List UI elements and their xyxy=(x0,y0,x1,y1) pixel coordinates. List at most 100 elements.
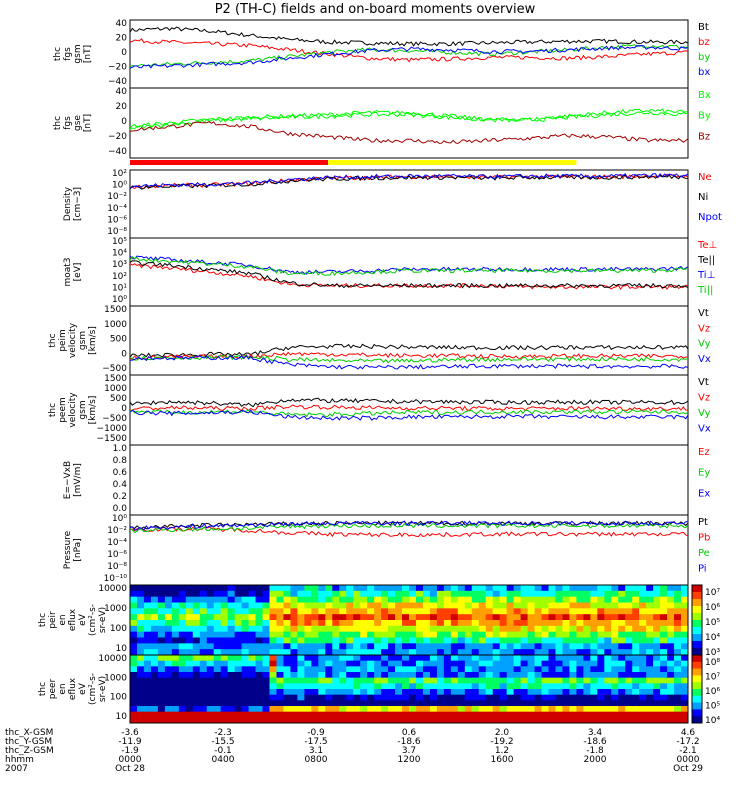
spectrogram-cell xyxy=(290,643,298,650)
spectrogram-cell xyxy=(583,717,591,724)
spectrogram-cell xyxy=(269,711,277,718)
spectrogram-cell xyxy=(478,694,487,701)
spectrogram-cell xyxy=(185,677,194,684)
spectrogram-cell xyxy=(374,706,382,713)
spectrogram-cell xyxy=(171,649,180,656)
spectrogram-cell xyxy=(513,689,522,696)
spectrogram-cell xyxy=(136,706,145,713)
spectrogram-cell xyxy=(548,689,556,696)
spectrogram-cell xyxy=(269,614,277,621)
spectrogram-cell xyxy=(227,649,236,656)
spectrogram-cell xyxy=(674,643,682,650)
spectrogram-cell xyxy=(527,649,536,656)
series-line-1 xyxy=(129,111,689,131)
spectrogram-cell xyxy=(562,717,570,724)
y-axis-label: Density [cm−3] xyxy=(63,186,83,221)
spectrogram-cell xyxy=(241,655,250,662)
spectrogram-cell xyxy=(618,672,626,679)
spectrogram-cell xyxy=(388,683,396,690)
spectrogram-cell xyxy=(332,649,340,656)
spectrogram-cell xyxy=(604,637,612,644)
series-line-1 xyxy=(129,526,689,538)
ephemeris-value: Oct 28 xyxy=(115,764,145,774)
colorbar-segment xyxy=(692,602,702,607)
spectrogram-cell xyxy=(611,689,619,696)
spectrogram-cell xyxy=(150,706,159,713)
spectrogram-cell xyxy=(681,683,689,690)
spectrogram-cell xyxy=(220,614,229,621)
spectrogram-cell xyxy=(255,706,264,713)
spectrogram-cell xyxy=(150,649,159,656)
spectrogram-cell xyxy=(374,637,382,644)
spectrogram-cell xyxy=(527,585,536,592)
spectrogram-cell xyxy=(590,711,598,718)
spectrogram-cell xyxy=(395,590,403,598)
spectrogram-cell xyxy=(192,643,201,650)
spectrogram-cell xyxy=(178,706,187,713)
series-line-2 xyxy=(129,172,689,189)
spectrogram-cell xyxy=(227,717,236,724)
spectrogram-cell xyxy=(381,655,389,662)
colorbar-segment xyxy=(692,665,702,670)
spectrogram-cell xyxy=(667,643,675,650)
spectrogram-cell xyxy=(130,585,138,592)
spectrogram-cell xyxy=(402,649,410,656)
spectrogram-cell xyxy=(353,700,361,707)
spectrogram-cell xyxy=(130,655,138,662)
spectrogram-cell xyxy=(206,660,215,667)
spectrogram-cell xyxy=(311,655,319,662)
legend-Vy: Vy xyxy=(698,339,711,350)
spectrogram-cell xyxy=(150,614,159,621)
spectrogram-cell xyxy=(262,620,270,627)
spectrogram-cell xyxy=(534,677,543,684)
spectrogram-cell xyxy=(130,683,138,690)
spectrogram-cell xyxy=(625,700,633,707)
spectrogram-cell xyxy=(660,717,668,724)
spectrogram-cell xyxy=(381,596,389,603)
spectrogram-cell xyxy=(136,590,145,598)
spectrogram-cell xyxy=(220,585,229,592)
spectrogram-cell xyxy=(625,620,633,627)
colorbar-segment xyxy=(692,672,702,676)
spectrogram-cell xyxy=(618,649,626,656)
spectrogram-cell xyxy=(143,620,152,627)
spectrogram-cell xyxy=(220,655,229,662)
spectrogram-cell xyxy=(199,706,208,713)
spectrogram-cell xyxy=(660,590,668,598)
spectrogram-cell xyxy=(304,643,312,650)
spectrogram-cell xyxy=(192,590,201,598)
spectrogram-cell xyxy=(562,700,570,707)
spectrogram-cell xyxy=(374,677,382,684)
spectrogram-cell xyxy=(632,683,640,690)
spectrogram-cell xyxy=(674,655,682,662)
spectrogram-cell xyxy=(485,711,494,718)
spectrogram-cell xyxy=(429,602,438,609)
spectrogram-cell xyxy=(381,694,389,701)
spectrogram-cell xyxy=(192,689,201,696)
spectrogram-cell xyxy=(206,672,215,679)
spectrogram-cell xyxy=(429,590,438,598)
spectrogram-cell xyxy=(297,672,305,679)
spectrogram-cell xyxy=(485,689,494,696)
spectrogram-cell xyxy=(506,637,515,644)
spectrogram-cell xyxy=(422,649,431,656)
colorbar-segment xyxy=(692,709,702,714)
spectrogram-cell xyxy=(555,620,563,627)
spectrogram-cell xyxy=(395,717,403,724)
spectrogram-cell xyxy=(276,660,284,667)
spectrogram-cell xyxy=(534,637,543,644)
spectrogram-cell xyxy=(220,700,229,707)
spectrogram-cell xyxy=(639,637,647,644)
spectrogram-cell xyxy=(171,590,180,598)
spectrogram-cell xyxy=(276,590,284,598)
spectrogram-cell xyxy=(429,585,438,592)
spectrogram-cell xyxy=(485,660,494,667)
spectrogram-cell xyxy=(443,649,452,656)
spectrogram-cell xyxy=(625,608,633,615)
spectrogram-cell xyxy=(234,608,243,615)
spectrogram-cell xyxy=(618,717,626,724)
spectrogram-cell xyxy=(471,631,480,638)
spectrogram-cell xyxy=(513,649,522,656)
y-axis-label-line: thc xyxy=(53,116,63,130)
spectrogram-cell xyxy=(681,590,689,598)
